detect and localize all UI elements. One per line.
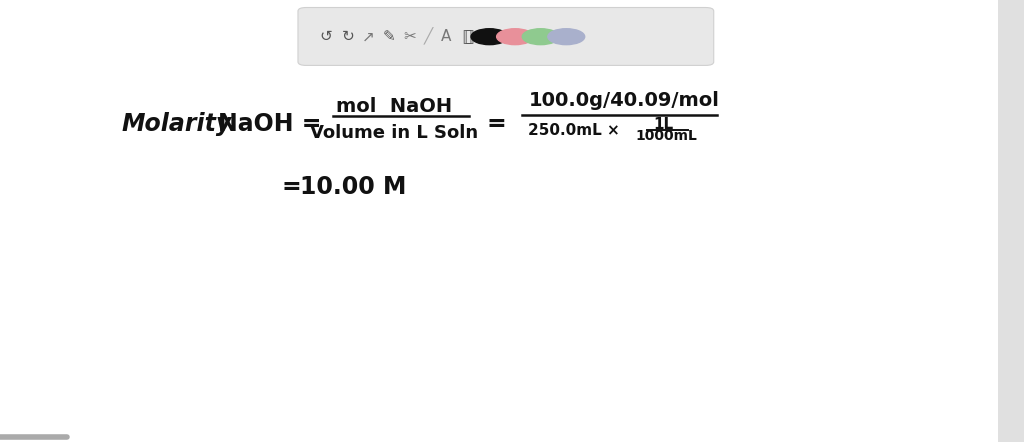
Text: mol  NaOH: mol NaOH: [336, 97, 453, 115]
Text: ↺: ↺: [319, 29, 332, 44]
Text: ✎: ✎: [383, 29, 395, 44]
Circle shape: [522, 29, 559, 45]
Text: ✂: ✂: [403, 29, 416, 44]
Text: =: =: [282, 175, 302, 198]
Text: 100.0g/40.09/mol: 100.0g/40.09/mol: [529, 91, 720, 110]
Text: 250.0mL ×: 250.0mL ×: [527, 123, 620, 138]
Text: 🖼: 🖼: [465, 29, 473, 44]
Text: ╱: ╱: [424, 28, 432, 46]
Text: NaOH =: NaOH =: [217, 112, 322, 136]
Text: ↻: ↻: [342, 29, 354, 44]
Text: 1L: 1L: [653, 117, 674, 132]
Text: =: =: [486, 112, 507, 136]
Bar: [998, 0, 1024, 442]
Text: ⛰: ⛰: [463, 29, 471, 44]
Circle shape: [471, 29, 508, 45]
Text: 10.00 M: 10.00 M: [300, 175, 407, 198]
FancyBboxPatch shape: [298, 8, 714, 65]
Text: Volume in L Soln: Volume in L Soln: [310, 124, 478, 141]
Circle shape: [548, 29, 585, 45]
Text: ↗: ↗: [362, 29, 375, 44]
Text: Molarity: Molarity: [121, 112, 231, 136]
Text: 1000mL: 1000mL: [636, 129, 697, 143]
Text: A: A: [441, 29, 452, 44]
Circle shape: [497, 29, 534, 45]
